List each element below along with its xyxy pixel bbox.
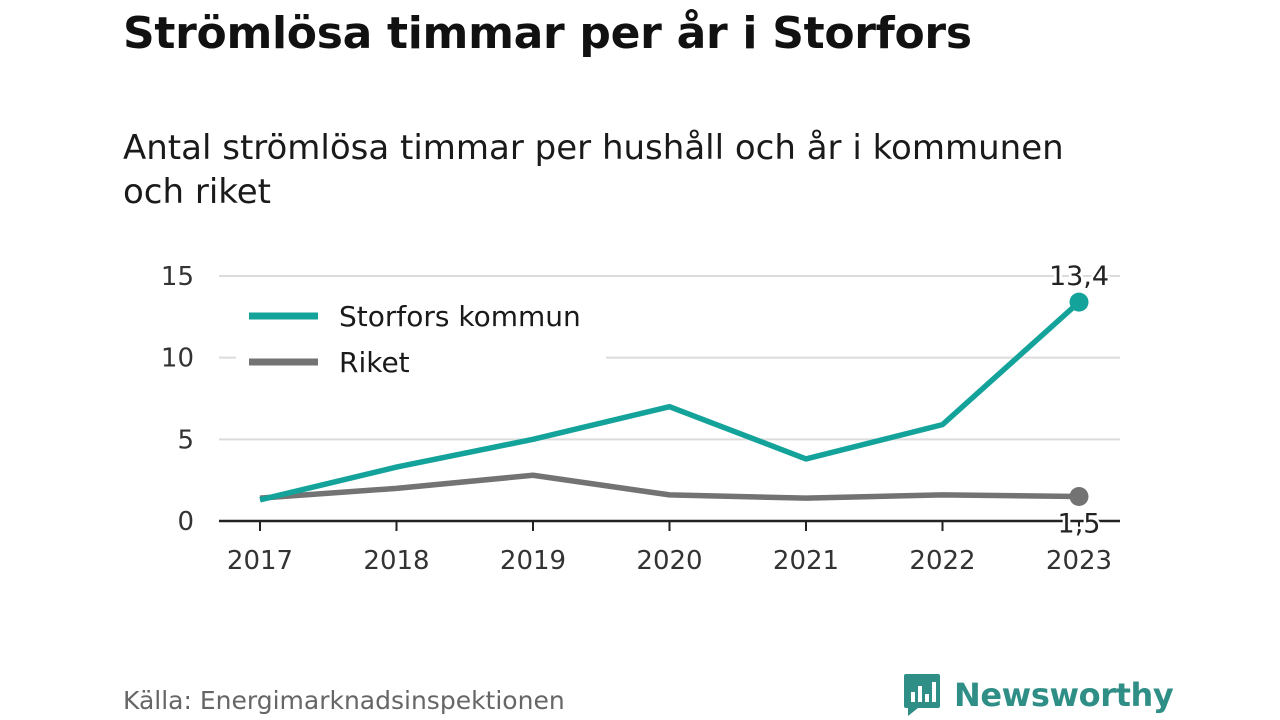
- x-tick-label: 2021: [773, 546, 839, 576]
- series-lines: [259, 292, 1089, 506]
- series-line: [259, 472, 1080, 501]
- y-tick-label: 0: [177, 507, 194, 537]
- end-value-label: 13,4: [1049, 261, 1109, 292]
- end-labels: 13,4 1,5: [1046, 259, 1111, 542]
- x-tick-label: 2023: [1046, 546, 1112, 576]
- x-tick-label: 2020: [636, 546, 702, 576]
- legend: Storfors kommun Riket: [236, 288, 606, 388]
- chart-title: Strömlösa timmar per år i Storfors: [123, 8, 972, 59]
- series-end-marker: [1069, 292, 1089, 312]
- legend-label: Storfors kommun: [339, 300, 581, 333]
- legend-background: [236, 288, 606, 388]
- end-value-label: 1,5: [1058, 509, 1101, 540]
- x-tick-label: 2018: [363, 546, 429, 576]
- y-tick-label: 5: [177, 425, 194, 455]
- brand-logo: Newsworthy: [902, 672, 1174, 718]
- y-tick-label: 15: [161, 262, 194, 292]
- y-axis-ticks: 0 5 10 15: [161, 262, 194, 537]
- legend-label: Riket: [339, 346, 410, 379]
- x-tick-label: 2019: [500, 546, 566, 576]
- newsworthy-logo-icon: [904, 674, 940, 716]
- line-chart: 0 5 10 15 2017 2018 2019 2020 2021 2022 2023 Stor…: [160, 259, 1120, 576]
- x-tick-label: 2022: [909, 546, 975, 576]
- series-line: [259, 300, 1081, 503]
- x-tick-label: 2017: [227, 546, 293, 576]
- series-end-marker: [1069, 487, 1089, 506]
- source-note: Källa: Energimarknadsinspektionen: [123, 686, 565, 715]
- chart-subtitle: Antal strömlösa timmar per hushåll och å…: [123, 128, 1064, 212]
- y-tick-label: 10: [161, 344, 194, 374]
- x-axis: 2017 2018 2019 2020 2021 2022 2023: [219, 519, 1120, 576]
- brand-name: Newsworthy: [954, 676, 1174, 714]
